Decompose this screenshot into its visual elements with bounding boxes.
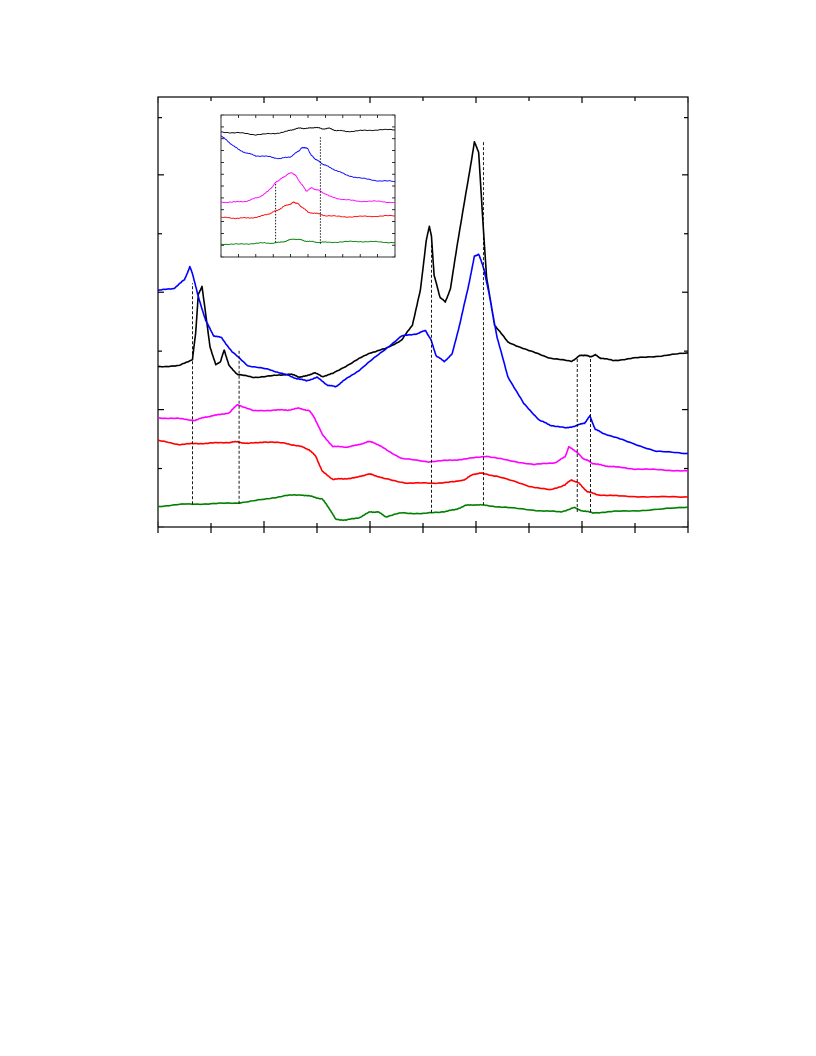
- main-series-line: [157, 140, 689, 379]
- inset-series-line: [220, 238, 396, 246]
- main-series-line: [157, 403, 689, 472]
- main-series-line: [157, 439, 689, 499]
- main-series-line: [157, 253, 689, 455]
- inset-series-line: [220, 172, 396, 204]
- inset-plot: [220, 114, 396, 258]
- inset-series-line: [220, 201, 396, 220]
- inset-series-line: [220, 135, 396, 183]
- main-series-line: [157, 493, 689, 522]
- inset-series-line: [220, 126, 396, 136]
- inset-plot-frame: [220, 114, 396, 258]
